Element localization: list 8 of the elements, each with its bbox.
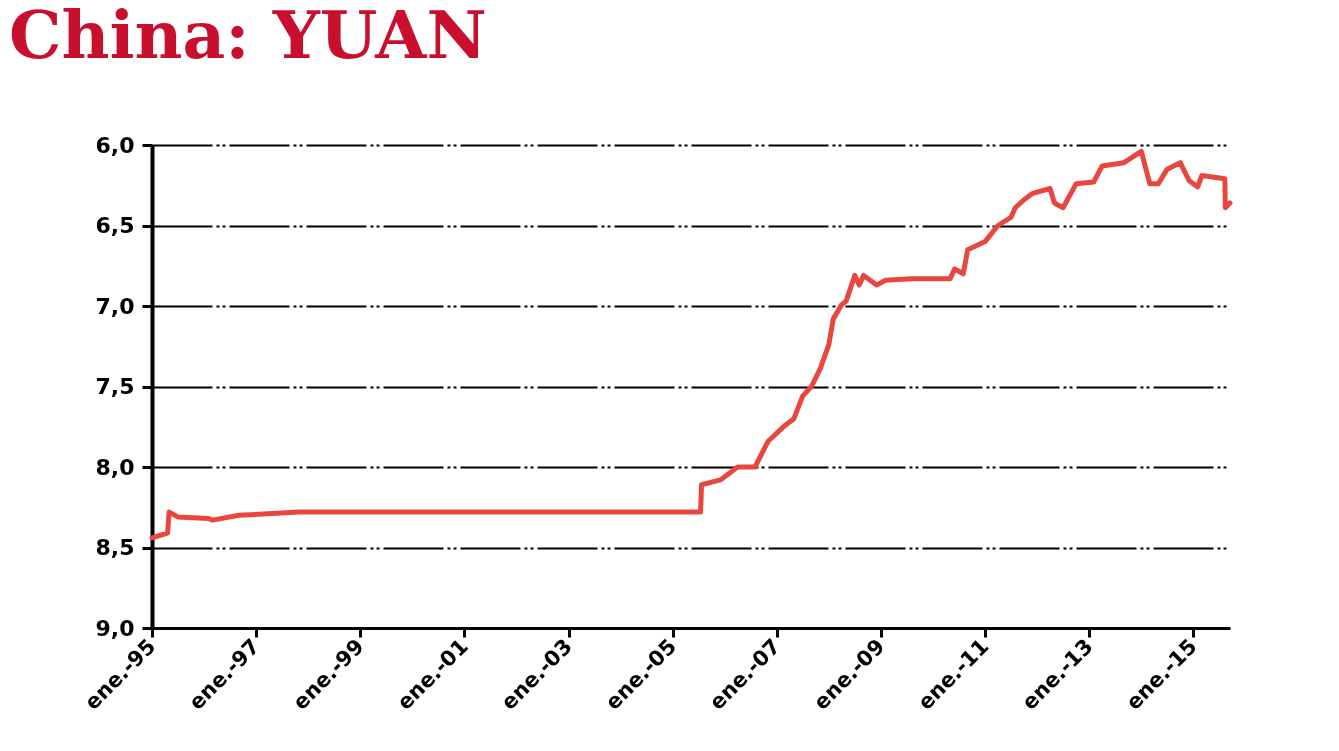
y-tick-label: 6,5	[95, 213, 135, 238]
y-tick-label: 8,0	[95, 454, 135, 480]
y-tick-label: 6,0	[95, 132, 135, 158]
y-tick-label: 9,0	[95, 615, 135, 641]
y-tick-label: 7,0	[95, 293, 135, 319]
y-tick-label: 7,5	[95, 374, 135, 399]
y-tick-label: 8,5	[95, 535, 135, 560]
chart-title: China: YUAN	[9, 0, 487, 74]
